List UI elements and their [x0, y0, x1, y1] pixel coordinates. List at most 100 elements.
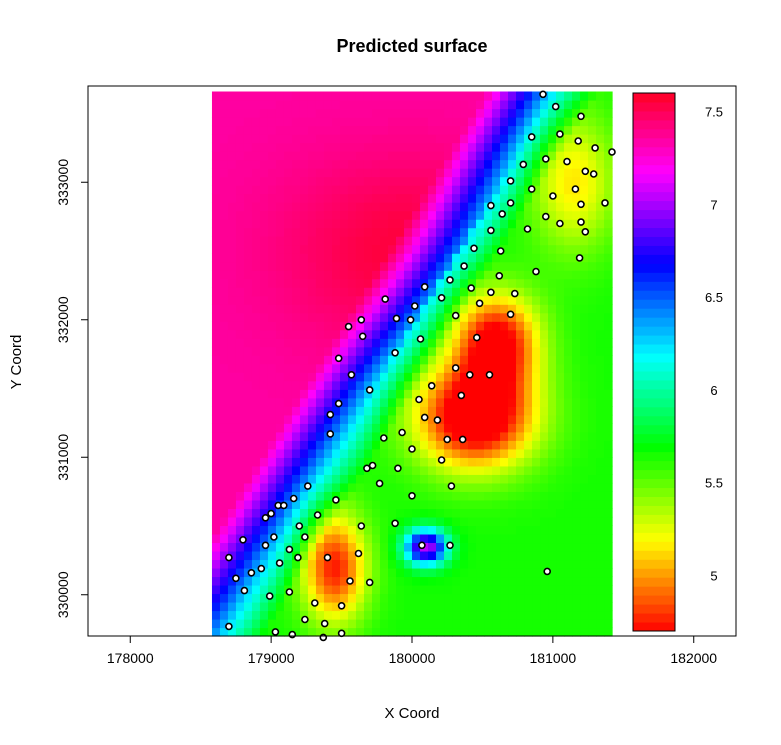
heatmap-cell	[604, 346, 613, 356]
heatmap-cell	[532, 431, 541, 441]
heatmap-cell	[371, 185, 381, 195]
heatmap-cell	[476, 253, 485, 263]
heatmap-cell	[307, 397, 317, 407]
heatmap-cell	[532, 176, 541, 186]
heatmap-cell	[275, 236, 285, 246]
heatmap-cell	[339, 100, 349, 110]
heatmap-cell	[388, 278, 397, 288]
heatmap-cell	[484, 593, 493, 603]
heatmap-cell	[596, 406, 605, 416]
sample-point	[571, 185, 580, 193]
heatmap-cell	[572, 100, 581, 110]
heatmap-cell	[524, 244, 533, 254]
heatmap-cell	[452, 304, 461, 314]
heatmap-cell	[556, 389, 565, 399]
heatmap-cell	[460, 448, 469, 458]
heatmap-cell	[388, 210, 397, 220]
heatmap-cell	[444, 91, 453, 101]
heatmap-cell	[219, 193, 229, 203]
heatmap-cell	[604, 499, 613, 509]
heatmap-cell	[307, 482, 317, 492]
heatmap-cell	[564, 261, 573, 271]
heatmap-cell	[412, 355, 421, 365]
heatmap-cell	[436, 278, 445, 288]
heatmap-cell	[468, 108, 477, 118]
heatmap-cell	[259, 576, 269, 586]
heatmap-cell	[460, 329, 469, 339]
heatmap-cell	[532, 321, 541, 331]
heatmap-cell	[323, 329, 333, 339]
heatmap-cell	[588, 406, 597, 416]
legend-color-step	[633, 514, 675, 524]
heatmap-cell	[508, 627, 517, 637]
heatmap-cell	[580, 457, 589, 467]
heatmap-cell	[283, 329, 293, 339]
heatmap-cell	[331, 338, 341, 348]
heatmap-cell	[259, 338, 269, 348]
heatmap-cell	[371, 525, 381, 535]
heatmap-cell	[396, 448, 405, 458]
heatmap-cell	[388, 244, 397, 254]
heatmap-cell	[235, 610, 245, 620]
heatmap-cell	[323, 397, 333, 407]
heatmap-cell	[420, 253, 429, 263]
sample-point	[541, 155, 550, 163]
heatmap-cell	[492, 159, 501, 169]
heatmap-cell	[444, 372, 453, 382]
heatmap-cell	[219, 584, 229, 595]
heatmap-cell	[379, 440, 389, 450]
heatmap-cell	[388, 448, 397, 458]
heatmap-cell	[572, 389, 581, 399]
heatmap-cell	[275, 346, 285, 356]
heatmap-cell	[347, 261, 357, 271]
sample-point	[551, 102, 560, 111]
heatmap-cell	[371, 253, 381, 263]
heatmap-cell	[452, 508, 461, 518]
heatmap-cell	[235, 482, 245, 492]
heatmap-cell	[251, 210, 261, 220]
heatmap-cell	[420, 372, 429, 382]
heatmap-cell	[436, 193, 445, 203]
heatmap-cell	[524, 176, 533, 186]
heatmap-cell	[379, 108, 389, 118]
heatmap-cell	[468, 321, 477, 331]
sample-point	[313, 511, 322, 519]
heatmap-cell	[412, 440, 421, 450]
heatmap-cell	[323, 380, 333, 390]
heatmap-cell	[299, 270, 309, 280]
sample-point	[591, 144, 599, 152]
heatmap-cell	[572, 227, 581, 237]
heatmap-cell	[211, 567, 221, 578]
heatmap-cell	[243, 202, 253, 212]
heatmap-cell	[540, 142, 549, 152]
heatmap-cell	[580, 550, 589, 561]
heatmap-cell	[275, 176, 285, 186]
heatmap-cell	[251, 338, 261, 348]
heatmap-cell	[412, 134, 421, 144]
heatmap-cell	[347, 389, 357, 399]
heatmap-cell	[492, 338, 501, 348]
heatmap-cell	[540, 389, 549, 399]
heatmap-cell	[267, 440, 277, 450]
heatmap-cell	[452, 465, 461, 475]
heatmap-cell	[219, 219, 229, 229]
heatmap-cell	[243, 618, 253, 629]
heatmap-cell	[564, 142, 573, 152]
heatmap-cell	[315, 542, 325, 552]
heatmap-cell	[492, 244, 501, 254]
heatmap-cell	[291, 202, 301, 212]
heatmap-cell	[267, 134, 277, 144]
heatmap-cell	[339, 287, 349, 297]
heatmap-cell	[243, 627, 253, 637]
heatmap-cell	[596, 576, 605, 586]
heatmap-cell	[243, 117, 253, 127]
heatmap-cell	[299, 108, 309, 118]
heatmap-cell	[476, 134, 485, 144]
heatmap-cell	[323, 168, 333, 178]
heatmap-cell	[404, 338, 413, 348]
heatmap-cell	[476, 244, 485, 254]
heatmap-cell	[355, 414, 365, 424]
heatmap-cell	[307, 576, 317, 586]
heatmap-cell	[331, 627, 341, 637]
heatmap-cell	[516, 601, 525, 612]
